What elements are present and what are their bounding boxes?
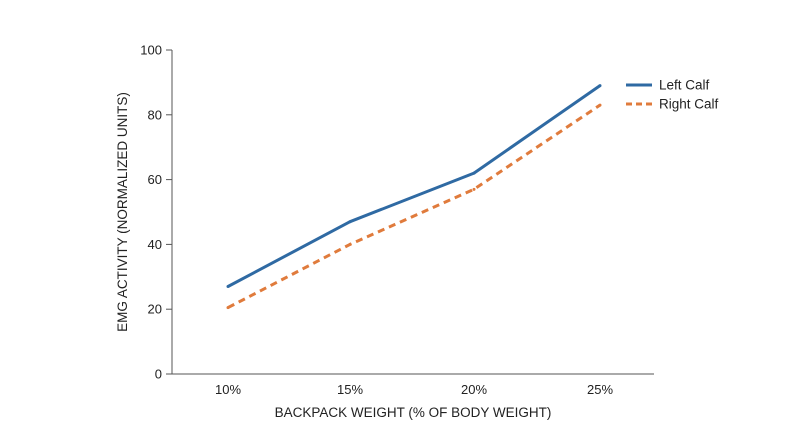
y-axis-ticks: 0 20 40 60 80 100 (140, 43, 172, 382)
data-point-left-calf (598, 84, 602, 88)
data-point-left-calf (226, 285, 230, 289)
y-tick-label: 60 (148, 172, 162, 187)
y-tick-label: 100 (140, 43, 162, 58)
x-axis-title: BACKPACK WEIGHT (% OF BODY WEIGHT) (275, 405, 552, 420)
series-line-left-calf (227, 84, 601, 288)
y-tick-label: 40 (148, 237, 162, 252)
legend-label-right-calf: Right Calf (659, 97, 719, 112)
x-axis-ticks: 10% 15% 20% 25% (215, 382, 613, 397)
data-point-right-calf (348, 242, 352, 246)
data-point-left-calf (472, 171, 476, 175)
data-point-left-calf (348, 220, 352, 224)
x-tick-label: 20% (461, 382, 487, 397)
x-tick-label: 25% (587, 382, 613, 397)
series-layer (226, 84, 602, 310)
data-point-right-calf (472, 187, 476, 191)
y-axis-title: EMG ACTIVITY (NORMALIZED UNITS) (115, 92, 130, 332)
y-tick-label: 80 (148, 107, 162, 122)
series-line-right-calf (227, 103, 601, 309)
data-point-right-calf (598, 103, 602, 107)
data-point-right-calf (226, 306, 230, 310)
legend-label-left-calf: Left Calf (659, 78, 710, 93)
legend: Left Calf Right Calf (626, 78, 719, 112)
y-tick-label: 0 (155, 367, 162, 382)
x-tick-label: 15% (337, 382, 363, 397)
x-tick-label: 10% (215, 382, 241, 397)
y-tick-label: 20 (148, 302, 162, 317)
